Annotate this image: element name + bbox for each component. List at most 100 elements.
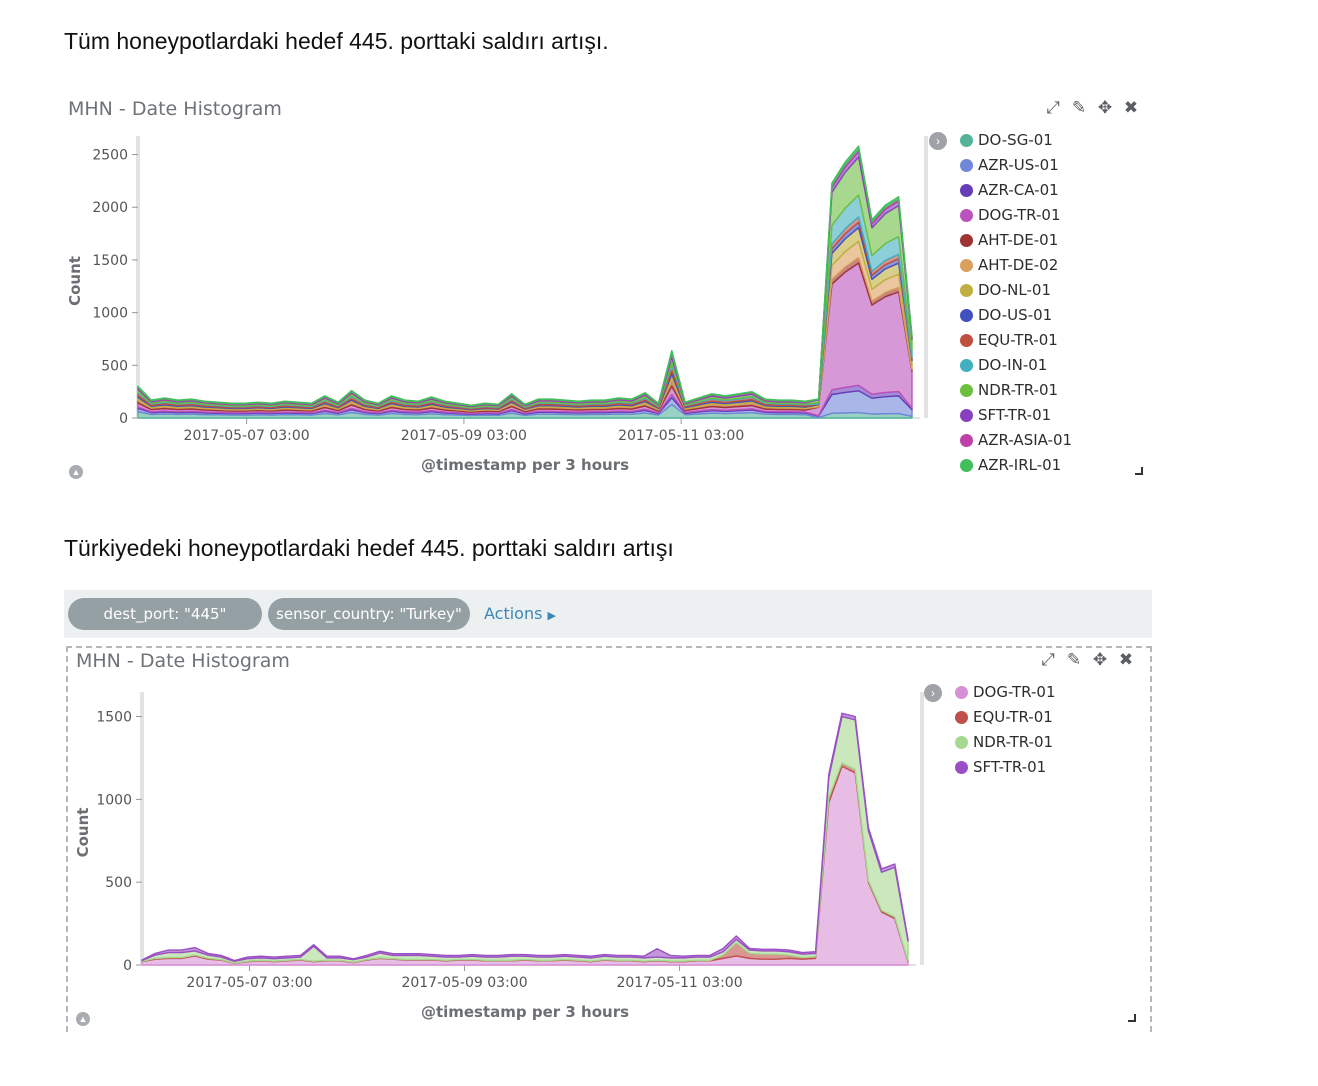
legend-item[interactable]: NDR-TR-01 <box>955 730 1056 755</box>
actions-link[interactable]: Actions ▶ <box>484 598 556 630</box>
y-tick-label: 500 <box>101 358 128 374</box>
area-series-dog-tr-01[interactable] <box>141 765 909 966</box>
legend-color-dot <box>960 334 973 347</box>
x-tick-label: 2017-05-11 03:00 <box>616 975 742 991</box>
area-series-ndr-tr-01[interactable] <box>141 715 909 964</box>
panel-title-2: MHN - Date Histogram <box>76 650 290 672</box>
legend-color-dot <box>960 409 973 422</box>
legend-label: SFT-TR-01 <box>973 758 1047 776</box>
legend-label: NDR-TR-01 <box>973 733 1054 751</box>
area-series-sft-tr-01[interactable] <box>137 150 913 408</box>
area-series-do-us-01[interactable] <box>137 221 913 411</box>
legend-item[interactable]: AZR-IRL-01 <box>960 453 1072 478</box>
legend-item[interactable]: DO-IN-01 <box>960 353 1072 378</box>
legend-color-dot <box>955 761 968 774</box>
area-series-aht-de-01[interactable] <box>137 256 913 413</box>
section-heading-turkey-honeypots: Türkiyedeki honeypotlardaki hedef 445. p… <box>64 535 674 561</box>
legend-label: AZR-IRL-01 <box>978 456 1062 474</box>
x-axis-label: @timestamp per 3 hours <box>421 1003 629 1021</box>
chevron-up-icon[interactable]: ▲ <box>76 1012 90 1026</box>
legend-item[interactable]: DO-US-01 <box>960 303 1072 328</box>
legend-item[interactable]: EQU-TR-01 <box>960 328 1072 353</box>
legend-color-dot <box>960 134 973 147</box>
legend-label: DO-US-01 <box>978 306 1053 324</box>
area-series-azr-irl-01[interactable] <box>137 145 913 407</box>
legend-item[interactable]: AHT-DE-01 <box>960 228 1072 253</box>
close-icon[interactable]: ✖ <box>1123 98 1139 117</box>
legend-item[interactable]: SFT-TR-01 <box>955 755 1056 780</box>
area-series-ndr-tr-01[interactable] <box>137 156 913 409</box>
legend-label: NDR-TR-01 <box>978 381 1059 399</box>
area-series-dog-tr-01[interactable] <box>137 262 913 417</box>
x-axis-label: @timestamp per 3 hours <box>421 456 629 474</box>
actions-label: Actions <box>484 604 543 623</box>
area-series-azr-asia-01[interactable] <box>137 148 913 407</box>
legend-item[interactable]: DOG-TR-01 <box>955 680 1056 705</box>
chart-legend-2: DOG-TR-01 EQU-TR-01 NDR-TR-01 SFT-TR-01 <box>955 680 1056 780</box>
filter-bar: dest_port: "445" sensor_country: "Turkey… <box>64 590 1152 638</box>
legend-item[interactable]: AZR-US-01 <box>960 153 1072 178</box>
y-tick-label: 2000 <box>92 200 128 216</box>
caret-right-icon: ▶ <box>547 609 557 622</box>
legend-item[interactable]: AZR-CA-01 <box>960 178 1072 203</box>
fullscreen-icon[interactable]: ⤢ <box>1041 650 1055 669</box>
pencil-icon[interactable]: ✎ <box>1066 650 1082 669</box>
legend-label: DOG-TR-01 <box>973 683 1056 701</box>
area-series-do-nl-01[interactable] <box>137 226 913 412</box>
resize-handle-icon[interactable] <box>1135 467 1143 475</box>
filter-pill-dest-port[interactable]: dest_port: "445" <box>68 598 262 630</box>
legend-label: DOG-TR-01 <box>978 206 1061 224</box>
area-series-do-in-01[interactable] <box>137 194 913 409</box>
move-icon[interactable]: ✥ <box>1092 650 1108 669</box>
legend-color-dot <box>960 359 973 372</box>
legend-color-dot <box>960 159 973 172</box>
x-tick-label: 2017-05-07 03:00 <box>186 975 312 991</box>
y-tick-label: 1000 <box>92 306 128 322</box>
x-tick-label: 2017-05-11 03:00 <box>618 428 744 444</box>
area-series-equ-tr-01[interactable] <box>141 762 909 965</box>
legend-label: AZR-ASIA-01 <box>978 431 1073 449</box>
legend-item[interactable]: AZR-ASIA-01 <box>960 428 1072 453</box>
histogram-chart-all: 0 500 1000 1500 2000 2500 2017-05-07 03:00 2017… <box>66 136 928 474</box>
legend-color-dot <box>955 736 968 749</box>
legend-label: EQU-TR-01 <box>973 708 1053 726</box>
panel-title: MHN - Date Histogram <box>68 98 282 120</box>
area-series-equ-tr-01[interactable] <box>137 216 913 410</box>
area-series-sft-tr-01[interactable] <box>141 712 909 963</box>
legend-item[interactable]: AHT-DE-02 <box>960 253 1072 278</box>
area-series-aht-de-02[interactable] <box>137 240 913 412</box>
legend-color-dot <box>960 259 973 272</box>
legend-label: SFT-TR-01 <box>978 406 1052 424</box>
legend-label: DO-NL-01 <box>978 281 1052 299</box>
panel-toolbar-2: ⤢ ✎ ✥ ✖ <box>1035 650 1139 670</box>
chevron-right-icon[interactable]: › <box>924 684 942 702</box>
filter-pill-sensor-country[interactable]: sensor_country: "Turkey" <box>268 598 470 630</box>
resize-handle-icon[interactable] <box>1128 1014 1136 1022</box>
legend-item[interactable]: NDR-TR-01 <box>960 378 1072 403</box>
chevron-up-icon[interactable]: ▲ <box>69 465 83 479</box>
legend-label: DO-SG-01 <box>978 131 1053 149</box>
legend-item[interactable]: DOG-TR-01 <box>960 203 1072 228</box>
move-icon[interactable]: ✥ <box>1097 98 1113 117</box>
y-tick-label: 1000 <box>96 792 132 808</box>
legend-label: EQU-TR-01 <box>978 331 1058 349</box>
section-heading-all-honeypots: Tüm honeypotlardaki hedef 445. porttaki … <box>64 28 609 54</box>
legend-item[interactable]: EQU-TR-01 <box>955 705 1056 730</box>
legend-color-dot <box>955 686 968 699</box>
legend-color-dot <box>960 309 973 322</box>
pencil-icon[interactable]: ✎ <box>1071 98 1087 117</box>
y-tick-label: 2500 <box>92 148 128 164</box>
legend-item[interactable]: DO-NL-01 <box>960 278 1072 303</box>
y-tick-label: 0 <box>119 411 128 427</box>
chevron-right-icon[interactable]: › <box>929 132 947 150</box>
x-tick-label: 2017-05-09 03:00 <box>401 428 527 444</box>
y-tick-label: 0 <box>123 958 132 974</box>
close-icon[interactable]: ✖ <box>1118 650 1134 669</box>
y-axis-label: Count <box>66 256 84 306</box>
y-tick-label: 1500 <box>92 253 128 269</box>
legend-item[interactable]: DO-SG-01 <box>960 128 1072 153</box>
legend-item[interactable]: SFT-TR-01 <box>960 403 1072 428</box>
legend-label: AHT-DE-01 <box>978 231 1059 249</box>
fullscreen-icon[interactable]: ⤢ <box>1046 98 1060 117</box>
panel-toolbar: ⤢ ✎ ✥ ✖ <box>1040 98 1144 118</box>
